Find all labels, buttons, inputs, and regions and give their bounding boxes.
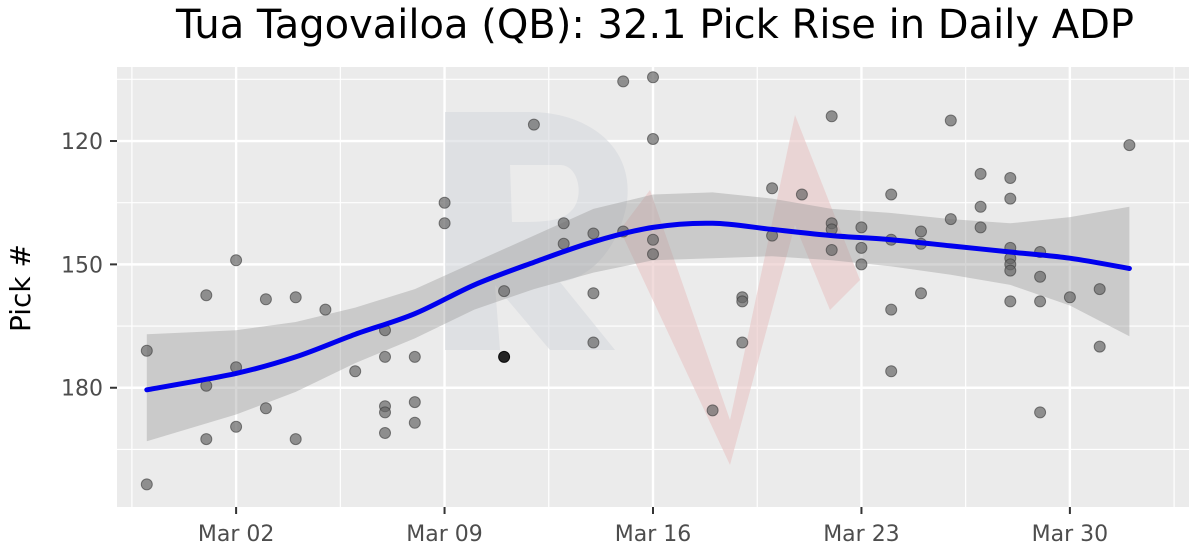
data-point [736, 295, 749, 308]
data-point [140, 344, 153, 357]
trend-line [144, 220, 1132, 393]
data-point [915, 287, 927, 300]
data-point [587, 227, 600, 240]
data-point [855, 258, 868, 271]
data-point [647, 233, 659, 246]
x-axis: Mar 02 Mar 09 Mar 16 Mar 23 Mar 30 [198, 507, 1108, 546]
y-tick-label: 120 [61, 130, 103, 155]
data-point [795, 188, 808, 201]
data-point [379, 427, 391, 439]
data-point [379, 406, 391, 419]
data-point [1034, 270, 1047, 283]
data-point [1034, 295, 1047, 308]
data-point [1123, 139, 1136, 152]
x-tick-label: Mar 02 [198, 522, 275, 546]
data-point [1004, 192, 1017, 205]
data-point [825, 110, 838, 123]
data-point [379, 350, 391, 363]
highlighted-point [498, 350, 511, 363]
data-point [885, 188, 898, 201]
y-axis-title: Pick # [4, 244, 37, 332]
data-point [438, 196, 451, 209]
watermark-logo [445, 112, 860, 465]
data-point [408, 416, 421, 429]
data-point [1093, 283, 1106, 296]
x-tick-label: Mar 16 [615, 522, 692, 546]
data-point [855, 221, 868, 234]
data-point [408, 396, 421, 409]
data-point [1004, 172, 1017, 184]
data-point [885, 365, 898, 378]
data-point [438, 217, 451, 230]
chart-title: Tua Tagovailoa (QB): 32.1 Pick Rise in D… [175, 2, 1134, 48]
data-point [974, 200, 987, 213]
data-point [1063, 291, 1076, 304]
x-tick-label: Mar 30 [1032, 522, 1109, 546]
y-tick-label: 150 [61, 253, 103, 278]
data-point [289, 433, 302, 446]
data-point [944, 114, 957, 127]
data-point [825, 244, 838, 256]
data-points [140, 71, 1136, 491]
data-point [706, 404, 719, 417]
data-point [915, 225, 927, 238]
data-point [408, 350, 421, 363]
data-point [855, 241, 868, 254]
data-point [230, 254, 243, 267]
data-point [647, 133, 659, 145]
data-point [349, 365, 362, 378]
data-point [617, 75, 630, 88]
data-point [259, 293, 272, 306]
data-point [587, 336, 600, 349]
data-point [1004, 264, 1017, 277]
data-point [200, 433, 213, 446]
data-point [647, 248, 659, 261]
data-point [766, 182, 779, 195]
data-point [200, 289, 213, 302]
data-point [259, 402, 272, 415]
data-point [498, 285, 511, 298]
data-point [587, 287, 600, 300]
data-point [736, 336, 749, 349]
data-point [1004, 295, 1017, 308]
y-tick-label: 180 [61, 377, 103, 402]
data-point [944, 213, 957, 226]
data-point [319, 303, 332, 316]
data-point [647, 71, 659, 84]
data-point [140, 478, 153, 491]
data-point [557, 217, 570, 230]
confidence-band [146, 192, 1130, 442]
data-point [527, 118, 540, 131]
data-point [974, 167, 987, 180]
x-tick-label: Mar 23 [823, 522, 900, 546]
data-point [289, 291, 302, 304]
data-point [1093, 340, 1106, 353]
data-point [885, 303, 898, 316]
data-point [1034, 406, 1047, 419]
x-tick-label: Mar 09 [406, 522, 483, 546]
major-gridlines [117, 67, 1189, 507]
data-point [230, 420, 243, 433]
data-point [974, 221, 987, 234]
y-axis: 120 150 180 [61, 130, 117, 402]
